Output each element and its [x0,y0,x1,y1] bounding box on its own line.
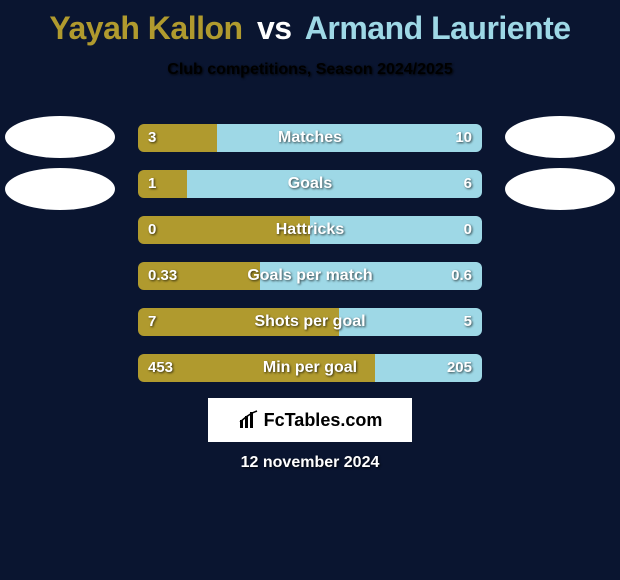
stat-value-right: 0.6 [441,262,482,290]
stat-value-left: 453 [138,354,183,382]
stat-value-right: 0 [454,216,482,244]
comparison-title: Yayah Kallon vs Armand Lauriente [0,0,620,47]
stat-value-right: 10 [445,124,482,152]
stat-label: Shots per goal [138,308,482,336]
stat-value-left: 7 [138,308,166,336]
stat-label: Goals [138,170,482,198]
stat-label: Goals per match [138,262,482,290]
stat-value-left: 0 [138,216,166,244]
player2-name: Armand Lauriente [305,10,571,46]
stat-label: Min per goal [138,354,482,382]
stat-row: Matches3 10 [138,124,482,152]
stat-row: Shots per goal7 5 [138,308,482,336]
stat-value-left: 1 [138,170,166,198]
date-text: 12 november 2024 [0,454,620,472]
player1-avatar-secondary [5,168,115,210]
stat-value-left: 3 [138,124,166,152]
chart-icon [238,410,260,430]
player1-name: Yayah Kallon [49,10,242,46]
stat-label: Hattricks [138,216,482,244]
stat-row: Min per goal453 205 [138,354,482,382]
stat-value-left: 0.33 [138,262,187,290]
player1-avatar [5,116,115,158]
stat-row: Goals per match0.33 0.6 [138,262,482,290]
player2-avatar [505,116,615,158]
stat-value-right: 6 [454,170,482,198]
stat-value-right: 205 [437,354,482,382]
logo-text: FcTables.com [264,410,383,431]
logo-box: FcTables.com [208,398,412,442]
player2-avatar-secondary [505,168,615,210]
stat-bars: Matches3 10 Goals1 6 Hattricks0 0 Goals per ma… [138,124,482,400]
stat-row: Goals1 6 [138,170,482,198]
vs-separator: vs [257,10,292,46]
subtitle: Club competitions, Season 2024/2025 [0,61,620,79]
stat-label: Matches [138,124,482,152]
stat-row: Hattricks0 0 [138,216,482,244]
stat-value-right: 5 [454,308,482,336]
